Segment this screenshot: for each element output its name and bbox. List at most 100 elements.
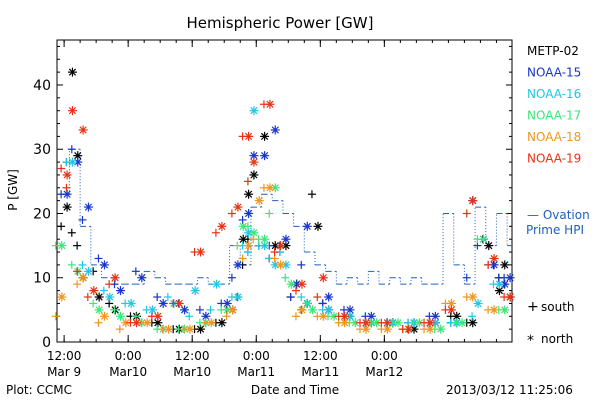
north-point-noaa-19-14	[276, 241, 286, 251]
north-point-noaa-18-8	[228, 305, 238, 315]
north-point-noaa-19-21	[425, 318, 435, 328]
north-point-metp-02-9	[196, 324, 206, 334]
south-point-noaa-16-2	[99, 286, 108, 295]
south-point-metp-02-20	[307, 190, 316, 199]
north-point-noaa-16-23	[494, 279, 504, 289]
south-point-noaa-15-6	[153, 293, 162, 302]
south-point-noaa-19-12	[243, 177, 252, 186]
north-point-noaa-17-23	[500, 305, 510, 315]
north-point-noaa-15-0	[62, 189, 72, 199]
north-point-metp-02-7	[153, 318, 163, 328]
south-point-noaa-19-24	[484, 260, 493, 269]
north-point-noaa-18-20	[446, 298, 456, 308]
north-point-metp-02-14	[249, 170, 259, 180]
north-point-noaa-19-8	[196, 247, 206, 257]
north-point-noaa-15-6	[158, 298, 168, 308]
y-tick-label-4: 40	[33, 78, 51, 94]
south-point-noaa-19-3	[83, 293, 92, 302]
north-point-metp-02-15	[260, 131, 270, 141]
south-point-noaa-15-17	[297, 260, 306, 269]
x-tick-label-3: 0:00	[243, 349, 270, 363]
south-point-noaa-15-16	[286, 293, 295, 302]
y-tick-label-1: 10	[33, 271, 51, 287]
north-point-noaa-15-4	[115, 286, 125, 296]
x-tick-label-1: 0:00	[115, 349, 142, 363]
north-point-noaa-15-28	[500, 279, 510, 289]
y-axis: 0 10 20 30 40	[33, 45, 512, 351]
y-tick-label-2: 20	[33, 206, 51, 222]
south-point-noaa-15-8	[195, 305, 204, 314]
north-point-noaa-18-22	[489, 305, 499, 315]
south-point-metp-02-5	[105, 299, 114, 308]
north-point-metp-02-29	[484, 241, 494, 251]
north-point-metp-02-4	[94, 292, 104, 302]
x-axis: 12:00 Mar 9 0:00 Mar10 12:00 Mar10 0:00 Mar11 12…	[47, 40, 497, 379]
legend-ovation-line1: — Ovation	[527, 208, 590, 222]
north-point-noaa-16-15	[324, 305, 334, 315]
north-point-noaa-16-10	[249, 106, 259, 116]
north-point-noaa-18-10	[254, 196, 264, 206]
north-point-noaa-19-13	[265, 99, 275, 109]
north-point-noaa-15-14	[270, 125, 280, 135]
legend-north-symbol: *	[527, 333, 534, 349]
south-point-noaa-15-25	[462, 273, 471, 282]
north-point-noaa-17-14	[308, 305, 318, 315]
north-point-noaa-19-16	[318, 273, 328, 283]
north-point-noaa-15-7	[180, 305, 190, 315]
south-point-noaa-19-4	[105, 280, 114, 289]
north-point-metp-02-1	[67, 67, 77, 77]
north-point-noaa-18-9	[244, 241, 254, 251]
plot-frame	[56, 39, 513, 343]
south-point-noaa-15-11	[238, 215, 247, 224]
north-point-noaa-16-8	[233, 292, 243, 302]
north-point-noaa-17-20	[436, 324, 446, 334]
north-point-noaa-17-13	[286, 279, 296, 289]
x-tick-label-4: 12:00	[303, 349, 338, 363]
north-point-noaa-17-2	[94, 305, 104, 315]
south-point-noaa-16-14	[297, 293, 306, 302]
north-point-metp-02-13	[244, 189, 254, 199]
north-point-noaa-18-11	[265, 183, 275, 193]
x-tick-label-5: 0:00	[371, 349, 398, 363]
north-point-noaa-19-2	[78, 125, 88, 135]
south-point-noaa-18-2	[94, 318, 103, 327]
north-point-noaa-17-18	[393, 318, 403, 328]
north-point-noaa-17-10	[249, 228, 259, 238]
north-point-metp-02-28	[468, 318, 478, 328]
x-axis-label: Date and Time	[251, 383, 339, 397]
south-point-noaa-16-7	[206, 305, 215, 314]
south-point-noaa-15-1	[67, 145, 76, 154]
north-point-noaa-18-5	[164, 324, 174, 334]
south-point-noaa-19-14	[270, 248, 279, 257]
legend-item-noaa-16: NOAA-16	[527, 87, 581, 101]
south-point-noaa-18-1	[73, 280, 82, 289]
north-point-noaa-16-4	[148, 305, 158, 315]
north-point-noaa-16-6	[190, 286, 200, 296]
legend-south-symbol: +	[527, 299, 539, 315]
x-tick-label-2: 12:00	[175, 349, 210, 363]
south-point-noaa-17-2	[89, 299, 98, 308]
x-tick-date-0: Mar 9	[47, 365, 81, 379]
north-point-noaa-15-29	[505, 273, 515, 283]
north-point-noaa-16-7	[212, 279, 222, 289]
south-point-noaa-18-13	[291, 312, 300, 321]
north-point-noaa-15-11	[244, 208, 254, 218]
north-point-noaa-19-24	[489, 253, 499, 263]
south-point-noaa-19-10	[227, 209, 236, 218]
north-point-noaa-19-22	[446, 305, 456, 315]
south-point-noaa-16-6	[185, 312, 194, 321]
north-point-noaa-19-18	[361, 318, 371, 328]
y-tick-label-0: 0	[42, 335, 51, 351]
north-point-noaa-15-13	[260, 151, 270, 161]
south-point-noaa-19-23	[462, 209, 471, 218]
south-point-noaa-17-4	[131, 312, 140, 321]
north-point-noaa-16-0	[67, 157, 77, 167]
legend-north-label: north	[541, 332, 573, 346]
north-point-metp-02-31	[500, 260, 510, 270]
north-point-noaa-15-15	[281, 234, 291, 244]
legend-south-label: south	[541, 300, 575, 314]
south-point-noaa-17-12	[265, 209, 274, 218]
north-point-noaa-19-17	[340, 311, 350, 321]
south-point-noaa-19-15	[291, 286, 300, 295]
